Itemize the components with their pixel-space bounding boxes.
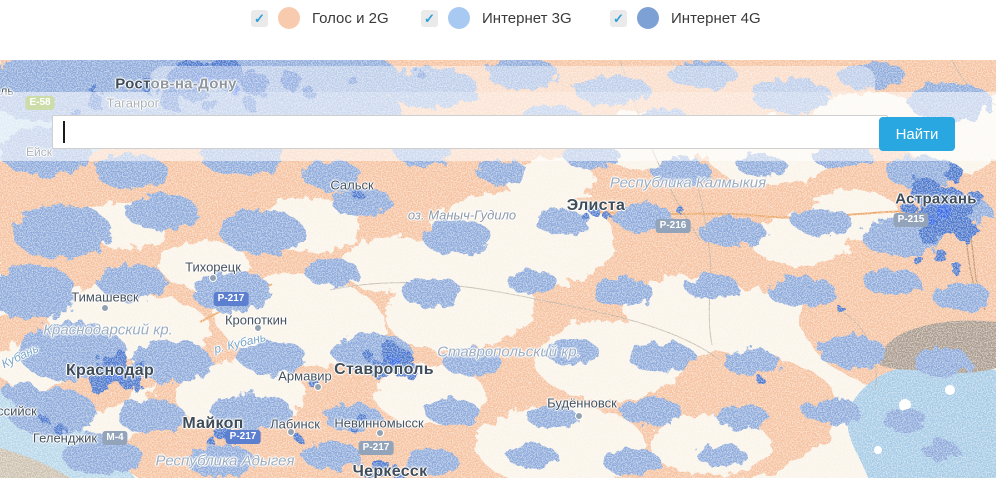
road-badge: Р-217 — [225, 430, 261, 444]
road-badge: Р-215 — [893, 213, 929, 227]
map-label-city: Будённовск — [547, 395, 617, 411]
map-label-region: Республика Адыгея — [155, 452, 295, 470]
map-label-city: Сальск — [330, 177, 374, 193]
map-label-city-major: Элиста — [566, 197, 626, 214]
legend-label-voice-2g: Голос и 2G — [312, 9, 389, 27]
coverage-color-3g-swatch — [448, 7, 470, 29]
map-label-city-major: Астрахань — [895, 190, 977, 208]
search-button[interactable]: Найти — [879, 117, 955, 151]
coverage-color-2g-swatch — [278, 7, 300, 29]
town-marker — [314, 383, 322, 391]
coverage-color-4g-swatch — [637, 7, 659, 29]
checkbox-net-3g-icon[interactable]: ✓ — [421, 9, 438, 27]
map-label-water: Кубань — [0, 341, 41, 371]
map-label-city: Кропоткин — [224, 312, 288, 328]
map-label-layer: Ростов-на-ДонуТаганрогльЕйскСальскЭлиста… — [0, 60, 996, 478]
map-label-city: Тимашевск — [71, 289, 139, 305]
map-label-city-major: Ставрополь — [334, 361, 434, 378]
map-label-water: р. Кубань — [212, 329, 268, 357]
search-panel-fade — [150, 66, 875, 92]
checkbox-net-4g-icon[interactable]: ✓ — [610, 9, 627, 27]
map-label-city: Невинномысск — [334, 415, 424, 431]
text-caret — [63, 121, 65, 143]
town-marker — [287, 428, 295, 436]
map-label-city: Тихорецк — [185, 259, 241, 275]
map-label-region: Краснодарский кр. — [43, 321, 173, 339]
road-badge: Р-216 — [655, 219, 691, 233]
legend-item-voice-2g[interactable]: ✓ Голос и 2G — [251, 6, 389, 30]
search-input[interactable] — [52, 115, 888, 149]
legend-label-net-4g: Интернет 4G — [671, 9, 761, 27]
road-badge: Р-217 — [358, 441, 394, 455]
checkbox-voice-2g-icon[interactable]: ✓ — [251, 9, 268, 27]
legend-label-net-3g: Интернет 3G — [482, 9, 572, 27]
map-label-city: Армавир — [278, 368, 332, 384]
map-label-city-major: Черкесск — [352, 463, 428, 478]
legend-bar: ✓ Голос и 2G ✓ Интернет 3G ✓ Интернет 4G — [0, 0, 996, 60]
town-marker — [209, 274, 217, 282]
road-badge: Р-217 — [213, 292, 249, 306]
map-label-city-major: Майкоп — [182, 415, 244, 432]
map-label-city: ссийск — [0, 403, 37, 419]
map-label-city: Геленджик — [32, 430, 98, 446]
map-label-city-major: Ростов-на-Дону — [115, 75, 237, 93]
coverage-map[interactable]: Ростов-на-ДонуТаганрогльЕйскСальскЭлиста… — [0, 60, 996, 478]
town-marker — [101, 304, 109, 312]
map-label-city: Лабинск — [270, 416, 320, 432]
legend-item-net-3g[interactable]: ✓ Интернет 3G — [421, 6, 572, 30]
legend-item-net-4g[interactable]: ✓ Интернет 4G — [610, 6, 761, 30]
map-label-region: Ставропольский кр. — [437, 343, 581, 361]
town-marker — [376, 429, 384, 437]
road-badge: М-4 — [102, 431, 128, 445]
map-label-city-major: Краснодар — [65, 362, 155, 379]
town-marker — [575, 412, 583, 420]
town-marker — [254, 324, 262, 332]
map-label-water: оз. Маныч-Гудило — [407, 207, 517, 223]
map-label-region: Республика Калмыкия — [609, 174, 767, 192]
